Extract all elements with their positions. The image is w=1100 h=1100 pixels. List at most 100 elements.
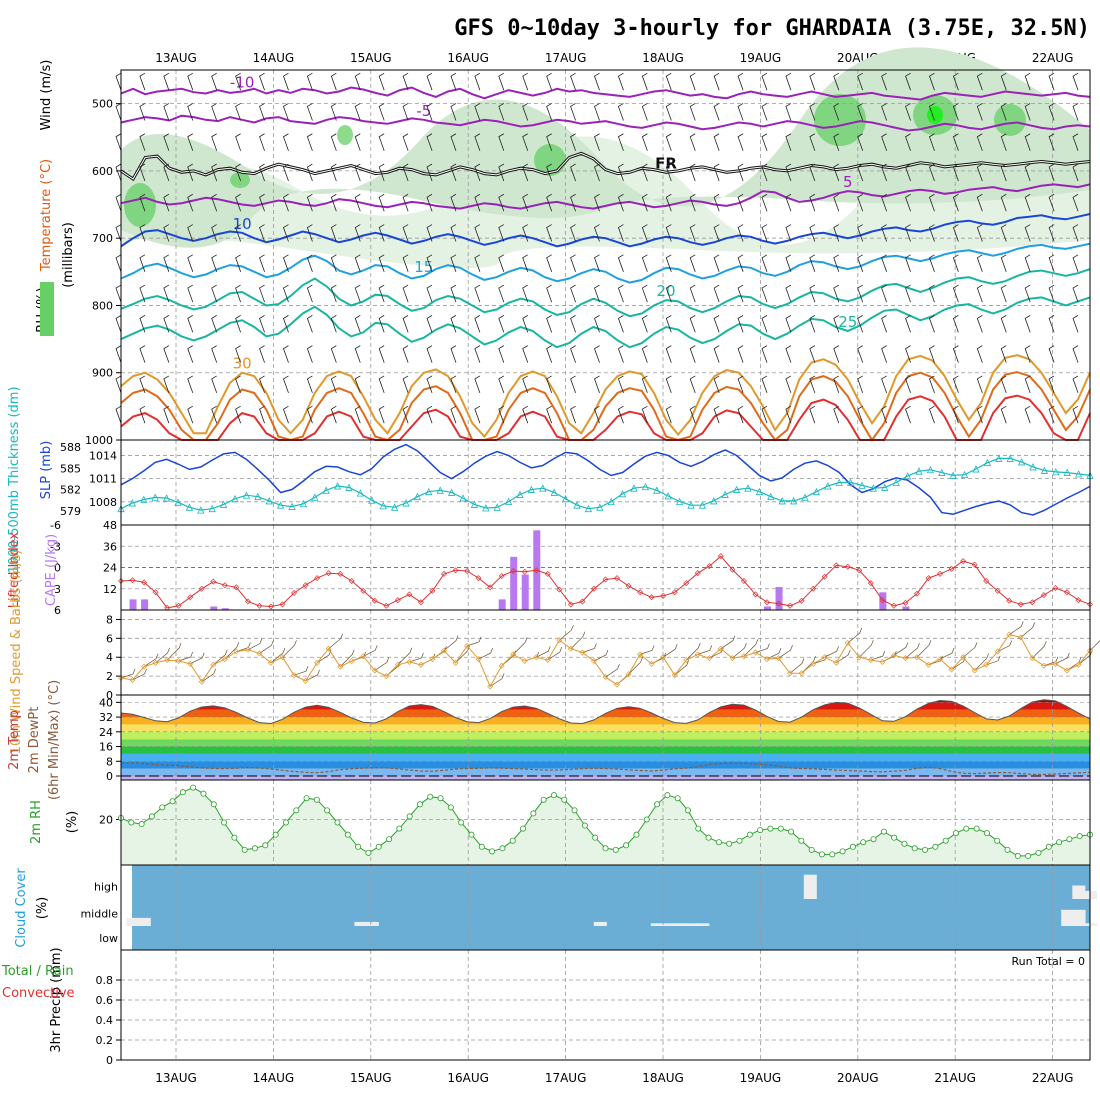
wind-barb (354, 405, 361, 424)
wind-barb (378, 72, 385, 91)
wind-speed-marker (913, 654, 920, 661)
wind-barb (409, 652, 424, 663)
thickness-tick-label: 579 (60, 505, 81, 518)
y-tick-label: 0 (106, 689, 113, 702)
rh-marker (942, 837, 949, 844)
wind-barb (306, 254, 313, 272)
li-marker (175, 602, 182, 609)
wind-barb (450, 284, 457, 303)
wind-barb (339, 649, 355, 667)
vertical-axis-label: CAPE (J/kg) (44, 534, 59, 606)
wind-barb (761, 405, 768, 424)
wind-barb (976, 284, 983, 303)
wind-speed-marker (221, 656, 228, 663)
li-tick-label: 0 (54, 562, 61, 575)
thickness-marker (493, 503, 501, 511)
thickness-marker (447, 488, 456, 496)
wind-barb (785, 103, 792, 121)
wind-barb (594, 315, 600, 333)
li-marker (579, 598, 586, 605)
wind-barb (570, 345, 576, 363)
wind-speed-marker (129, 676, 136, 683)
wind-barb (594, 193, 600, 212)
cloud-bar-middle (696, 923, 710, 926)
thickness-marker (311, 493, 319, 501)
wind-barb (785, 254, 792, 272)
precip-panel: 0.8 0.6 0.4 0.2 0 Run Total = 0 (96, 949, 1091, 1067)
wind-barb (857, 254, 864, 272)
wind-speed-marker (625, 671, 632, 678)
rh-marker (437, 795, 444, 802)
li-marker (960, 558, 967, 565)
li-marker (867, 580, 874, 587)
wind-speed-marker (1075, 661, 1082, 668)
wind-barb (928, 193, 935, 212)
rh-moist-area (814, 94, 866, 146)
rh-marker (478, 843, 485, 850)
wind-barb (187, 103, 194, 121)
rh-marker (447, 804, 454, 811)
wind-speed-marker (452, 659, 459, 666)
wind-speed-marker (1040, 662, 1047, 669)
thickness-marker (470, 500, 479, 508)
wind-barb (809, 163, 816, 182)
wind-speed-marker (521, 658, 528, 664)
wind-barb (426, 163, 433, 182)
wind-speed-marker (810, 660, 817, 667)
wind-barb (546, 103, 553, 121)
wind-speed-marker (498, 662, 505, 669)
wind-barb (330, 103, 337, 121)
wind-barb (833, 405, 840, 424)
wind-barb (881, 193, 888, 212)
wind-barb (713, 254, 720, 272)
wind-barb (689, 405, 696, 424)
wind-barb (536, 646, 551, 658)
wind-barb (952, 405, 959, 424)
wind-barb (1048, 163, 1055, 182)
bottom-date-label: 22AUG (1032, 1071, 1074, 1085)
wind-barb (402, 193, 409, 212)
wind-barb (402, 224, 409, 242)
li-marker (141, 579, 148, 586)
wind-barb (617, 405, 624, 424)
wind-barb (155, 647, 170, 664)
isotherm-label: -10 (230, 74, 255, 92)
thickness-marker (1017, 458, 1026, 466)
wind-barb (354, 375, 361, 394)
wind-barb (354, 72, 361, 91)
wind-barb (259, 103, 265, 121)
slp-line (120, 443, 1091, 516)
wind-barb (617, 163, 624, 182)
temp-band (121, 746, 1090, 754)
thickness-marker (618, 489, 627, 498)
vertical-axis-label: Cloud Cover (14, 868, 29, 948)
rh-marker (746, 831, 753, 838)
thickness-marker (345, 483, 353, 491)
wind-barb (976, 72, 983, 91)
wind-barb (1024, 284, 1031, 303)
wind-barb (1020, 622, 1036, 638)
cape-bar (498, 599, 506, 610)
wind-barb (330, 72, 337, 91)
li-marker (129, 577, 136, 584)
rh-marker (540, 796, 547, 803)
wind-barb (354, 315, 361, 333)
li-marker (602, 576, 609, 583)
wind-barb (737, 224, 744, 242)
wind-barb (163, 133, 170, 151)
wind-barb (857, 284, 864, 303)
wind-barb (976, 375, 983, 394)
wind-barb (662, 644, 678, 658)
y-tick-label: 6 (106, 632, 113, 645)
rh-marker (932, 843, 939, 850)
wind-barb (187, 193, 194, 212)
wind-barb (665, 254, 672, 272)
wind-barb (713, 284, 720, 303)
vertical-axis-label: 1000-500mb Thickness (dm) (7, 386, 22, 573)
wind-barb (139, 193, 146, 212)
wind-barb (426, 224, 433, 242)
wind-barb (330, 163, 337, 182)
li-marker (267, 603, 274, 610)
vertical-axis-label: (%) (35, 897, 50, 920)
wind-barb (1024, 72, 1031, 91)
